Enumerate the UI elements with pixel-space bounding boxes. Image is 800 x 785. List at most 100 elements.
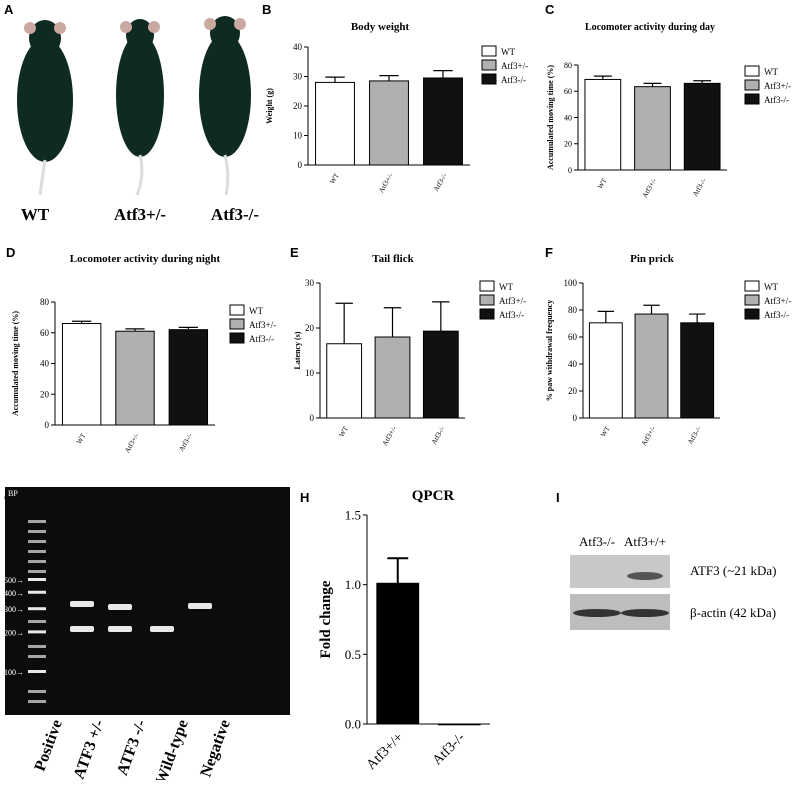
bar — [376, 582, 420, 725]
panel-label: A — [4, 2, 14, 17]
ladder-band — [28, 570, 46, 573]
sample-band — [150, 626, 174, 632]
bar — [115, 330, 155, 426]
x-tick-label: Atf3+/- — [377, 171, 395, 194]
y-tick-label: 0 — [568, 166, 572, 175]
y-tick-label: 0 — [45, 420, 50, 430]
x-tick-label: Atf3+/- — [641, 176, 659, 199]
panel-label: C — [545, 2, 555, 17]
x-tick-label: Atf3-/- — [177, 431, 194, 452]
sample-band — [70, 601, 94, 607]
y-axis-label: Latency (s) — [293, 331, 302, 369]
mouse-label: Atf3-/- — [211, 205, 259, 224]
band-label: β-actin (42 kDa) — [690, 605, 776, 620]
blot-band — [573, 609, 621, 617]
gel-image — [5, 487, 290, 715]
legend-swatch — [481, 45, 497, 57]
panel-label: B — [262, 2, 271, 17]
legend-label: Atf3+/- — [764, 81, 791, 91]
bar — [315, 81, 355, 166]
legend-label: Atf3+/- — [249, 320, 276, 330]
y-tick-label: 1.0 — [345, 577, 361, 592]
x-tick-label: Atf3-/- — [686, 424, 703, 445]
ladder-band — [28, 607, 46, 611]
ladder-band — [28, 670, 46, 673]
ladder-band — [28, 630, 46, 634]
legend-label: WT — [764, 282, 778, 292]
band-label: ATF3 (~21 kDa) — [690, 563, 776, 578]
ladder-band — [28, 620, 46, 623]
chart-title: Body weight — [351, 21, 410, 33]
sample-band — [188, 603, 212, 609]
ladder-band — [28, 655, 46, 658]
marker-label: 100→ — [4, 668, 24, 677]
x-tick-label: WT — [599, 424, 612, 438]
lane-label: Atf3+/+ — [624, 534, 666, 549]
x-tick-label: WT — [328, 171, 341, 185]
x-tick-label: Atf3+/+ — [364, 730, 407, 773]
sample-band — [108, 604, 132, 610]
y-tick-label: 0 — [310, 413, 315, 423]
y-tick-label: 40 — [568, 359, 578, 369]
y-tick-label: 20 — [293, 101, 303, 111]
legend-label: WT — [501, 47, 515, 57]
lane-label: Wild-type — [152, 718, 191, 780]
y-tick-label: 100 — [564, 278, 578, 288]
lane-label: ATF3 +/- — [71, 718, 108, 780]
ladder-band — [28, 530, 46, 533]
legend-swatch — [744, 280, 760, 292]
bar-chart: E Tail flick Latency (s) 0 10 20 30 WT WT Atf3+/-… — [290, 245, 526, 447]
panel-label: F — [545, 245, 553, 260]
chart-title: QPCR — [412, 488, 455, 504]
y-tick-label: 20 — [40, 389, 50, 399]
ladder-band — [28, 560, 46, 563]
chart-title: Pin prick — [630, 253, 675, 265]
bar-chart: F Pin prick % paw withdrawal frequency 0 20 4… — [545, 245, 791, 447]
legend-label: Atf3-/- — [764, 310, 789, 320]
legend-swatch — [229, 332, 245, 344]
x-tick-label: Atf3-/- — [430, 424, 447, 445]
y-tick-label: 30 — [293, 72, 303, 82]
chart-title: Locomoter activity during day — [585, 22, 715, 33]
legend-label: Atf3-/- — [764, 95, 789, 105]
y-tick-label: 80 — [564, 61, 572, 70]
ladder-band — [28, 550, 46, 553]
chart-title: Locomoter activity during night — [70, 253, 221, 265]
ladder-band — [28, 700, 46, 703]
y-tick-label: 30 — [305, 278, 315, 288]
legend-swatch — [744, 65, 760, 77]
x-tick-label: WT — [75, 431, 88, 445]
panel-label: D — [6, 245, 15, 260]
y-tick-label: 60 — [568, 332, 578, 342]
lane-label: Positive — [32, 718, 66, 774]
sample-band — [70, 626, 94, 632]
bar-chart: C Locomoter activity during day Accumulate… — [545, 2, 791, 199]
bar — [683, 82, 721, 171]
mice-photo — [17, 16, 251, 196]
mouse-label: Atf3+/- — [114, 205, 167, 224]
ladder-band — [28, 540, 46, 543]
y-tick-label: 0 — [573, 413, 578, 423]
y-tick-label: 0.5 — [345, 647, 361, 662]
y-tick-label: 20 — [564, 140, 572, 149]
panel-label: E — [290, 245, 299, 260]
y-tick-label: 20 — [568, 386, 578, 396]
legend-label: Atf3-/- — [249, 334, 274, 344]
lane-label: Atf3-/- — [579, 534, 615, 549]
legend-swatch — [229, 304, 245, 316]
ladder-band — [28, 690, 46, 693]
y-tick-label: 60 — [40, 328, 50, 338]
lane-label: Negative — [197, 718, 233, 780]
y-tick-label: 60 — [564, 87, 572, 96]
bar-chart: B Body weight Weight (g) 0 10 20 30 40 WT WT Atf3+… — [262, 2, 528, 194]
bar — [634, 86, 671, 171]
bar — [369, 80, 409, 166]
x-tick-label: Atf3-/- — [691, 176, 708, 197]
panel-label: I — [556, 490, 560, 505]
legend-swatch — [229, 318, 245, 330]
y-tick-label: 0 — [298, 160, 303, 170]
bar — [61, 323, 102, 426]
y-tick-label: 0.0 — [345, 717, 361, 732]
legend-swatch — [744, 79, 760, 91]
gel-bands — [28, 520, 212, 703]
